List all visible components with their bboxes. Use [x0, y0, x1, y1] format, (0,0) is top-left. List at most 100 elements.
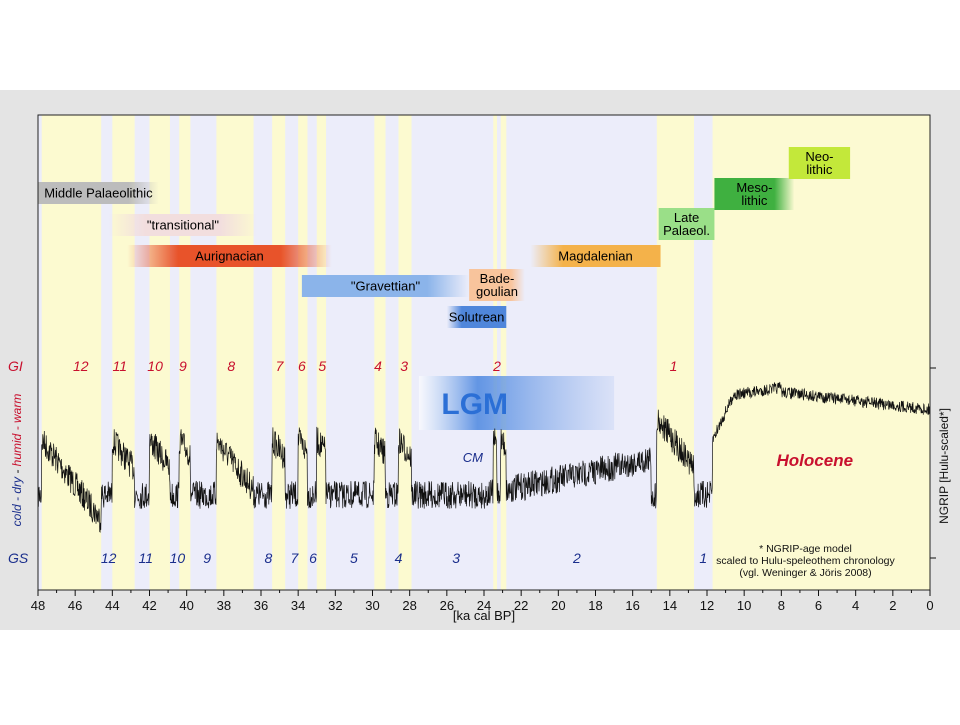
x-tick-label: 38: [217, 598, 231, 613]
interstadial-band: [374, 115, 386, 590]
x-tick-label: 44: [105, 598, 119, 613]
x-tick-label: 18: [588, 598, 602, 613]
x-tick-label: 42: [142, 598, 156, 613]
x-tick-label: 24: [477, 598, 491, 613]
x-tick-label: 12: [700, 598, 714, 613]
gi-number: 7: [276, 358, 285, 374]
x-tick-label: 16: [625, 598, 639, 613]
x-tick-label: 20: [551, 598, 565, 613]
x-tick-label: 32: [328, 598, 342, 613]
holocene-label: Holocene: [777, 451, 854, 470]
x-tick-label: 48: [31, 598, 45, 613]
culture-label-line: Bade-: [480, 271, 515, 286]
gs-number: 7: [291, 550, 300, 566]
culture-label: Aurignacian: [195, 249, 264, 264]
gs-number: 9: [203, 550, 211, 566]
interstadial-band: [179, 115, 191, 590]
culture-label-line: Solutrean: [449, 310, 505, 325]
gs-number: 11: [139, 550, 154, 566]
culture-label: Neo-lithic: [805, 149, 833, 177]
culture-bar: [127, 245, 332, 267]
culture-label: Meso-lithic: [736, 180, 772, 208]
right-axis-label: NGRIP [Hulu-scaled*]: [937, 408, 951, 524]
culture-label: "Gravettian": [351, 279, 421, 294]
culture-label-line: Late: [674, 210, 699, 225]
gi-number: 4: [374, 358, 382, 374]
footnote-line: (vgl. Weninger & Jöris 2008): [739, 567, 871, 579]
interstadial-band: [656, 115, 694, 590]
gi-axis-label: GI: [8, 358, 23, 374]
culture-label-line: Palaeol.: [663, 223, 710, 238]
culture-label-line: "transitional": [147, 218, 219, 233]
x-tick-label: 40: [179, 598, 193, 613]
footnote-line: * NGRIP-age model: [759, 543, 852, 555]
ngrip-curve: [37, 381, 930, 533]
x-tick-label: 6: [815, 598, 822, 613]
culture-bar: [714, 178, 795, 210]
interstadial-band: [493, 115, 498, 590]
gi-number: 11: [112, 358, 127, 374]
cm-label: CM: [463, 450, 483, 465]
culture-bar: [788, 147, 851, 179]
culture-label-line: Middle Palaeolithic: [44, 186, 153, 201]
interstadial-band: [500, 115, 507, 590]
culture-bar: [446, 306, 507, 328]
culture-label-line: Magdalenian: [558, 249, 632, 264]
gi-number: 12: [73, 358, 89, 374]
culture-label-line: Aurignacian: [195, 249, 264, 264]
interstadial-band: [316, 115, 327, 590]
x-tick-label: 34: [291, 598, 305, 613]
gs-number: 6: [309, 550, 317, 566]
x-tick-label: 30: [365, 598, 379, 613]
left-axis-label: cold - dry - humid - warm: [10, 394, 24, 527]
interstadial-band: [272, 115, 286, 590]
x-tick-label: 28: [402, 598, 416, 613]
lgm-label: LGM: [441, 388, 508, 421]
culture-label-line: lithic: [806, 162, 833, 177]
culture-label: Late Palaeol.: [663, 210, 710, 238]
gs-number: 10: [170, 550, 186, 566]
gs-number: 1: [699, 550, 707, 566]
x-tick-label: 10: [737, 598, 751, 613]
sep-label: -: [10, 466, 24, 473]
x-tick-label: 36: [254, 598, 268, 613]
culture-bar: [469, 269, 525, 301]
culture-label: Bade-goulian: [476, 271, 518, 299]
gi-number: 1: [670, 358, 678, 374]
x-tick-label: 46: [68, 598, 82, 613]
culture-label-line: goulian: [476, 284, 518, 299]
x-tick-label: 14: [663, 598, 677, 613]
interstadial-band: [216, 115, 254, 590]
x-tick-label: 22: [514, 598, 528, 613]
gi-number: 8: [227, 358, 235, 374]
gs-number: 5: [350, 550, 358, 566]
culture-label: Solutrean: [449, 310, 505, 325]
gi-number: 6: [298, 358, 306, 374]
gi-number: 10: [147, 358, 163, 374]
x-tick-label: 2: [889, 598, 896, 613]
culture-bar: [38, 182, 159, 204]
culture-bar: [108, 214, 258, 236]
culture-label-line: Meso-: [736, 180, 772, 195]
gs-number: 4: [395, 550, 403, 566]
lgm-box: [418, 376, 615, 430]
footnote-line: scaled to Hulu-speleothem chronology: [716, 555, 895, 567]
x-tick-label: 8: [778, 598, 785, 613]
culture-label-line: lithic: [741, 193, 768, 208]
gs-axis-label: GS: [8, 550, 29, 566]
culture-label: Magdalenian: [558, 249, 632, 264]
culture-label: "transitional": [147, 218, 219, 233]
culture-bar: [530, 245, 661, 267]
culture-label: Middle Palaeolithic: [44, 186, 153, 201]
x-axis-label: [ka cal BP]: [453, 608, 515, 623]
gs-number: 2: [572, 550, 581, 566]
gi-number: 3: [400, 358, 408, 374]
gi-number: 9: [179, 358, 187, 374]
x-tick-label: 4: [852, 598, 859, 613]
gs-number: 8: [265, 550, 273, 566]
x-tick-label: 0: [926, 598, 933, 613]
interstadial-band: [398, 115, 412, 590]
warm-label: humid - warm: [10, 394, 24, 467]
